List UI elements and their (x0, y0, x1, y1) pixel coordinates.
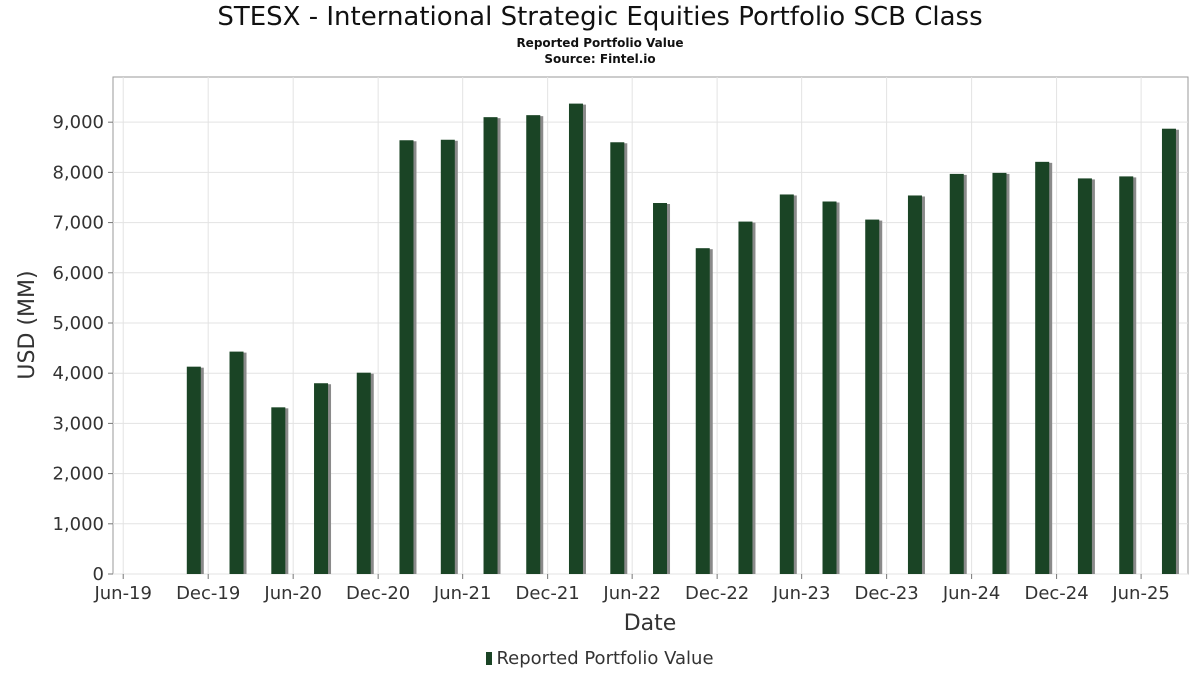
bar (695, 248, 710, 574)
bar (229, 351, 244, 574)
chart-source: Source: Fintel.io (544, 52, 656, 66)
y-tick-label: 3,000 (52, 413, 104, 434)
y-tick-label: 0 (93, 564, 104, 585)
bar (526, 115, 541, 574)
bar (738, 221, 753, 574)
bar (271, 407, 286, 574)
y-tick-label: 8,000 (52, 162, 104, 183)
x-tick-label: Jun-20 (263, 583, 322, 604)
bar (949, 173, 964, 574)
bar (314, 383, 329, 574)
y-tick-label: 9,000 (52, 112, 104, 133)
x-axis-label: Date (624, 611, 677, 636)
bar (992, 172, 1007, 574)
x-tick-label: Dec-23 (855, 583, 919, 604)
y-tick-label: 6,000 (52, 263, 104, 284)
y-axis: 0 1,000 2,000 3,000 4,000 5,000 6,000 7,000 8,00… (52, 112, 113, 585)
bar (356, 372, 371, 574)
bar (653, 203, 668, 574)
bar (568, 103, 583, 575)
bar (610, 142, 625, 574)
bar (1077, 178, 1092, 574)
bar (186, 366, 201, 574)
bar (483, 117, 498, 574)
bar (907, 195, 922, 575)
y-tick-label: 2,000 (52, 464, 104, 485)
y-axis-label: USD (MM) (15, 270, 40, 379)
x-gridlines (122, 77, 1142, 574)
bar (1161, 128, 1176, 575)
bar (440, 139, 455, 575)
legend-swatch (486, 652, 493, 665)
y-tick-label: 1,000 (52, 514, 104, 535)
y-tick-label: 7,000 (52, 213, 104, 234)
chart-subtitle: Reported Portfolio Value (516, 36, 684, 50)
bar (779, 194, 794, 575)
x-tick-label: Dec-20 (346, 583, 410, 604)
bar (822, 201, 837, 574)
x-tick-label: Jun-22 (602, 583, 661, 604)
x-tick-label: Dec-19 (176, 583, 240, 604)
bars (186, 103, 1179, 575)
legend-label: Reported Portfolio Value (496, 648, 714, 669)
y-tick-label: 4,000 (52, 363, 104, 384)
x-tick-label: Jun-21 (433, 583, 492, 604)
x-tick-label: Jun-19 (93, 583, 152, 604)
bar (1119, 176, 1134, 574)
bar (865, 219, 880, 574)
bar (1035, 161, 1050, 574)
x-tick-label: Dec-24 (1024, 583, 1088, 604)
bar (399, 140, 414, 574)
x-tick-label: Dec-21 (516, 583, 580, 604)
legend: Reported Portfolio Value (0, 648, 1200, 669)
x-axis: Jun-19 Dec-19 Jun-20 Dec-20 Jun-21 Dec-21 Jun-… (93, 574, 1170, 604)
x-tick-label: Jun-24 (942, 583, 1001, 604)
x-tick-label: Dec-22 (685, 583, 749, 604)
chart-title: STESX - International Strategic Equities… (217, 2, 983, 32)
x-tick-label: Jun-23 (772, 583, 831, 604)
x-tick-label: Jun-25 (1111, 583, 1170, 604)
y-tick-label: 5,000 (52, 313, 104, 334)
